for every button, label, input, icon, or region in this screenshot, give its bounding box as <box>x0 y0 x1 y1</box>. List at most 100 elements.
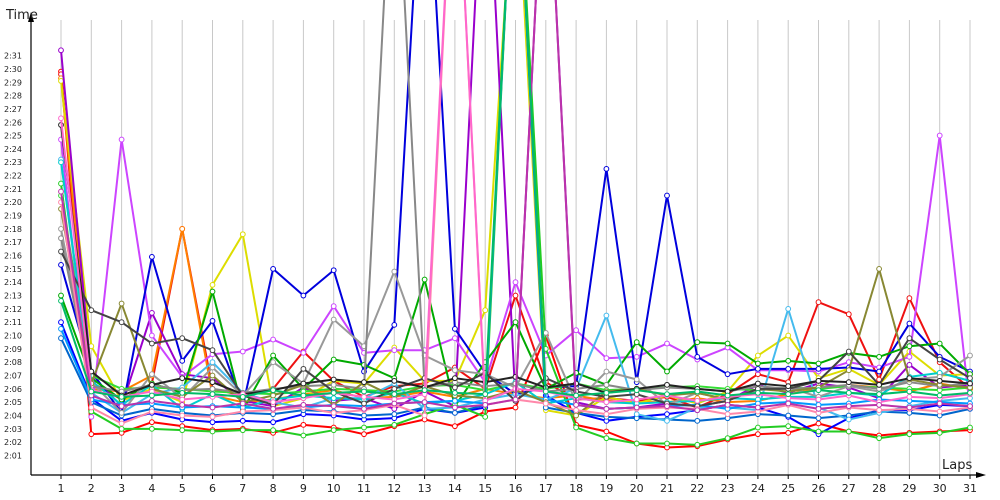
data-point <box>239 393 246 400</box>
data-point <box>300 365 307 372</box>
data-point <box>179 335 186 342</box>
data-point <box>330 267 337 274</box>
data-point <box>573 392 579 399</box>
series-23 <box>58 0 973 414</box>
data-point <box>58 319 64 326</box>
y-tick-label: 2:19 <box>4 212 22 221</box>
data-point <box>300 401 307 408</box>
data-point <box>330 395 337 402</box>
data-point <box>755 424 761 431</box>
y-tick-label: 2:08 <box>4 358 22 367</box>
data-point <box>633 396 640 403</box>
data-point <box>664 411 670 418</box>
data-point <box>633 376 640 383</box>
x-tick-label: 12 <box>387 482 401 495</box>
y-tick-label: 2:25 <box>4 132 22 141</box>
data-point <box>239 417 246 424</box>
data-point <box>482 401 489 408</box>
data-point <box>694 441 701 448</box>
data-point <box>603 355 610 362</box>
data-point <box>330 427 337 434</box>
data-point <box>270 359 277 366</box>
data-point <box>785 357 792 364</box>
data-point <box>58 47 64 54</box>
data-point <box>300 349 307 356</box>
x-tick-label: 20 <box>630 482 644 495</box>
data-point <box>512 319 519 326</box>
y-tick-label: 2:26 <box>4 118 22 127</box>
x-tick-label: 1 <box>58 482 65 495</box>
x-tick-label: 22 <box>690 482 704 495</box>
data-point <box>724 371 731 378</box>
data-point <box>58 159 64 166</box>
data-point <box>452 384 458 391</box>
data-point <box>270 392 277 399</box>
x-tick-label: 13 <box>418 482 432 495</box>
y-tick-label: 2:18 <box>4 225 22 234</box>
x-tick-label: 31 <box>963 482 977 495</box>
data-point <box>755 380 761 387</box>
data-point <box>118 319 125 326</box>
y-tick-label: 2:14 <box>4 278 22 287</box>
y-tick-labels: 2:01 2:02 2:03 2:04 2:05 2:06 2:07 2:08 2:09 2:10… <box>4 52 22 461</box>
x-tick-label: 14 <box>448 482 462 495</box>
data-point <box>330 303 337 310</box>
data-point <box>906 343 913 350</box>
data-point <box>361 388 367 395</box>
data-point <box>270 427 277 434</box>
x-tick-label: 2 <box>88 482 95 495</box>
data-point <box>906 388 913 395</box>
y-tick-label: 2:05 <box>4 398 22 407</box>
data-point <box>149 340 155 347</box>
data-point <box>785 400 792 407</box>
data-point <box>936 392 943 399</box>
data-point <box>906 431 913 438</box>
data-point <box>270 336 277 343</box>
data-point <box>118 403 125 410</box>
x-tick-label: 25 <box>781 482 795 495</box>
data-point <box>694 353 701 360</box>
data-point <box>58 115 64 122</box>
data-point <box>876 353 882 360</box>
data-point <box>815 299 822 306</box>
data-point <box>573 401 579 408</box>
data-point <box>694 388 701 395</box>
y-tick-label: 2:10 <box>4 332 22 341</box>
data-point <box>664 381 670 388</box>
data-point <box>724 435 731 442</box>
data-point <box>209 391 216 398</box>
x-tick-label: 6 <box>209 482 216 495</box>
y-tick-label: 2:27 <box>4 105 22 114</box>
data-point <box>876 401 882 408</box>
data-point <box>785 429 792 436</box>
data-point <box>452 397 458 404</box>
data-point <box>58 180 64 187</box>
data-point <box>785 391 792 398</box>
y-tick-label: 2:03 <box>4 425 22 434</box>
data-point <box>88 307 95 314</box>
data-point <box>149 371 155 378</box>
data-point <box>118 409 125 416</box>
data-point <box>906 404 913 411</box>
data-point <box>149 408 155 415</box>
data-point <box>118 425 125 432</box>
data-point <box>209 404 216 411</box>
x-tick-label: 11 <box>357 482 371 495</box>
data-point <box>209 281 216 288</box>
data-point <box>88 431 95 438</box>
data-point <box>512 292 519 299</box>
data-point <box>361 400 367 407</box>
data-point <box>209 428 216 435</box>
x-tick-label: 21 <box>660 482 674 495</box>
data-point <box>118 420 125 427</box>
data-point <box>270 265 277 272</box>
data-point <box>270 405 277 412</box>
data-point <box>58 325 64 332</box>
data-point <box>330 376 337 383</box>
data-point <box>694 407 701 414</box>
y-axis-arrow-icon <box>28 12 34 22</box>
data-point <box>452 325 458 332</box>
data-point <box>633 440 640 447</box>
x-tick-label: 3 <box>118 482 125 495</box>
data-point <box>452 423 458 430</box>
